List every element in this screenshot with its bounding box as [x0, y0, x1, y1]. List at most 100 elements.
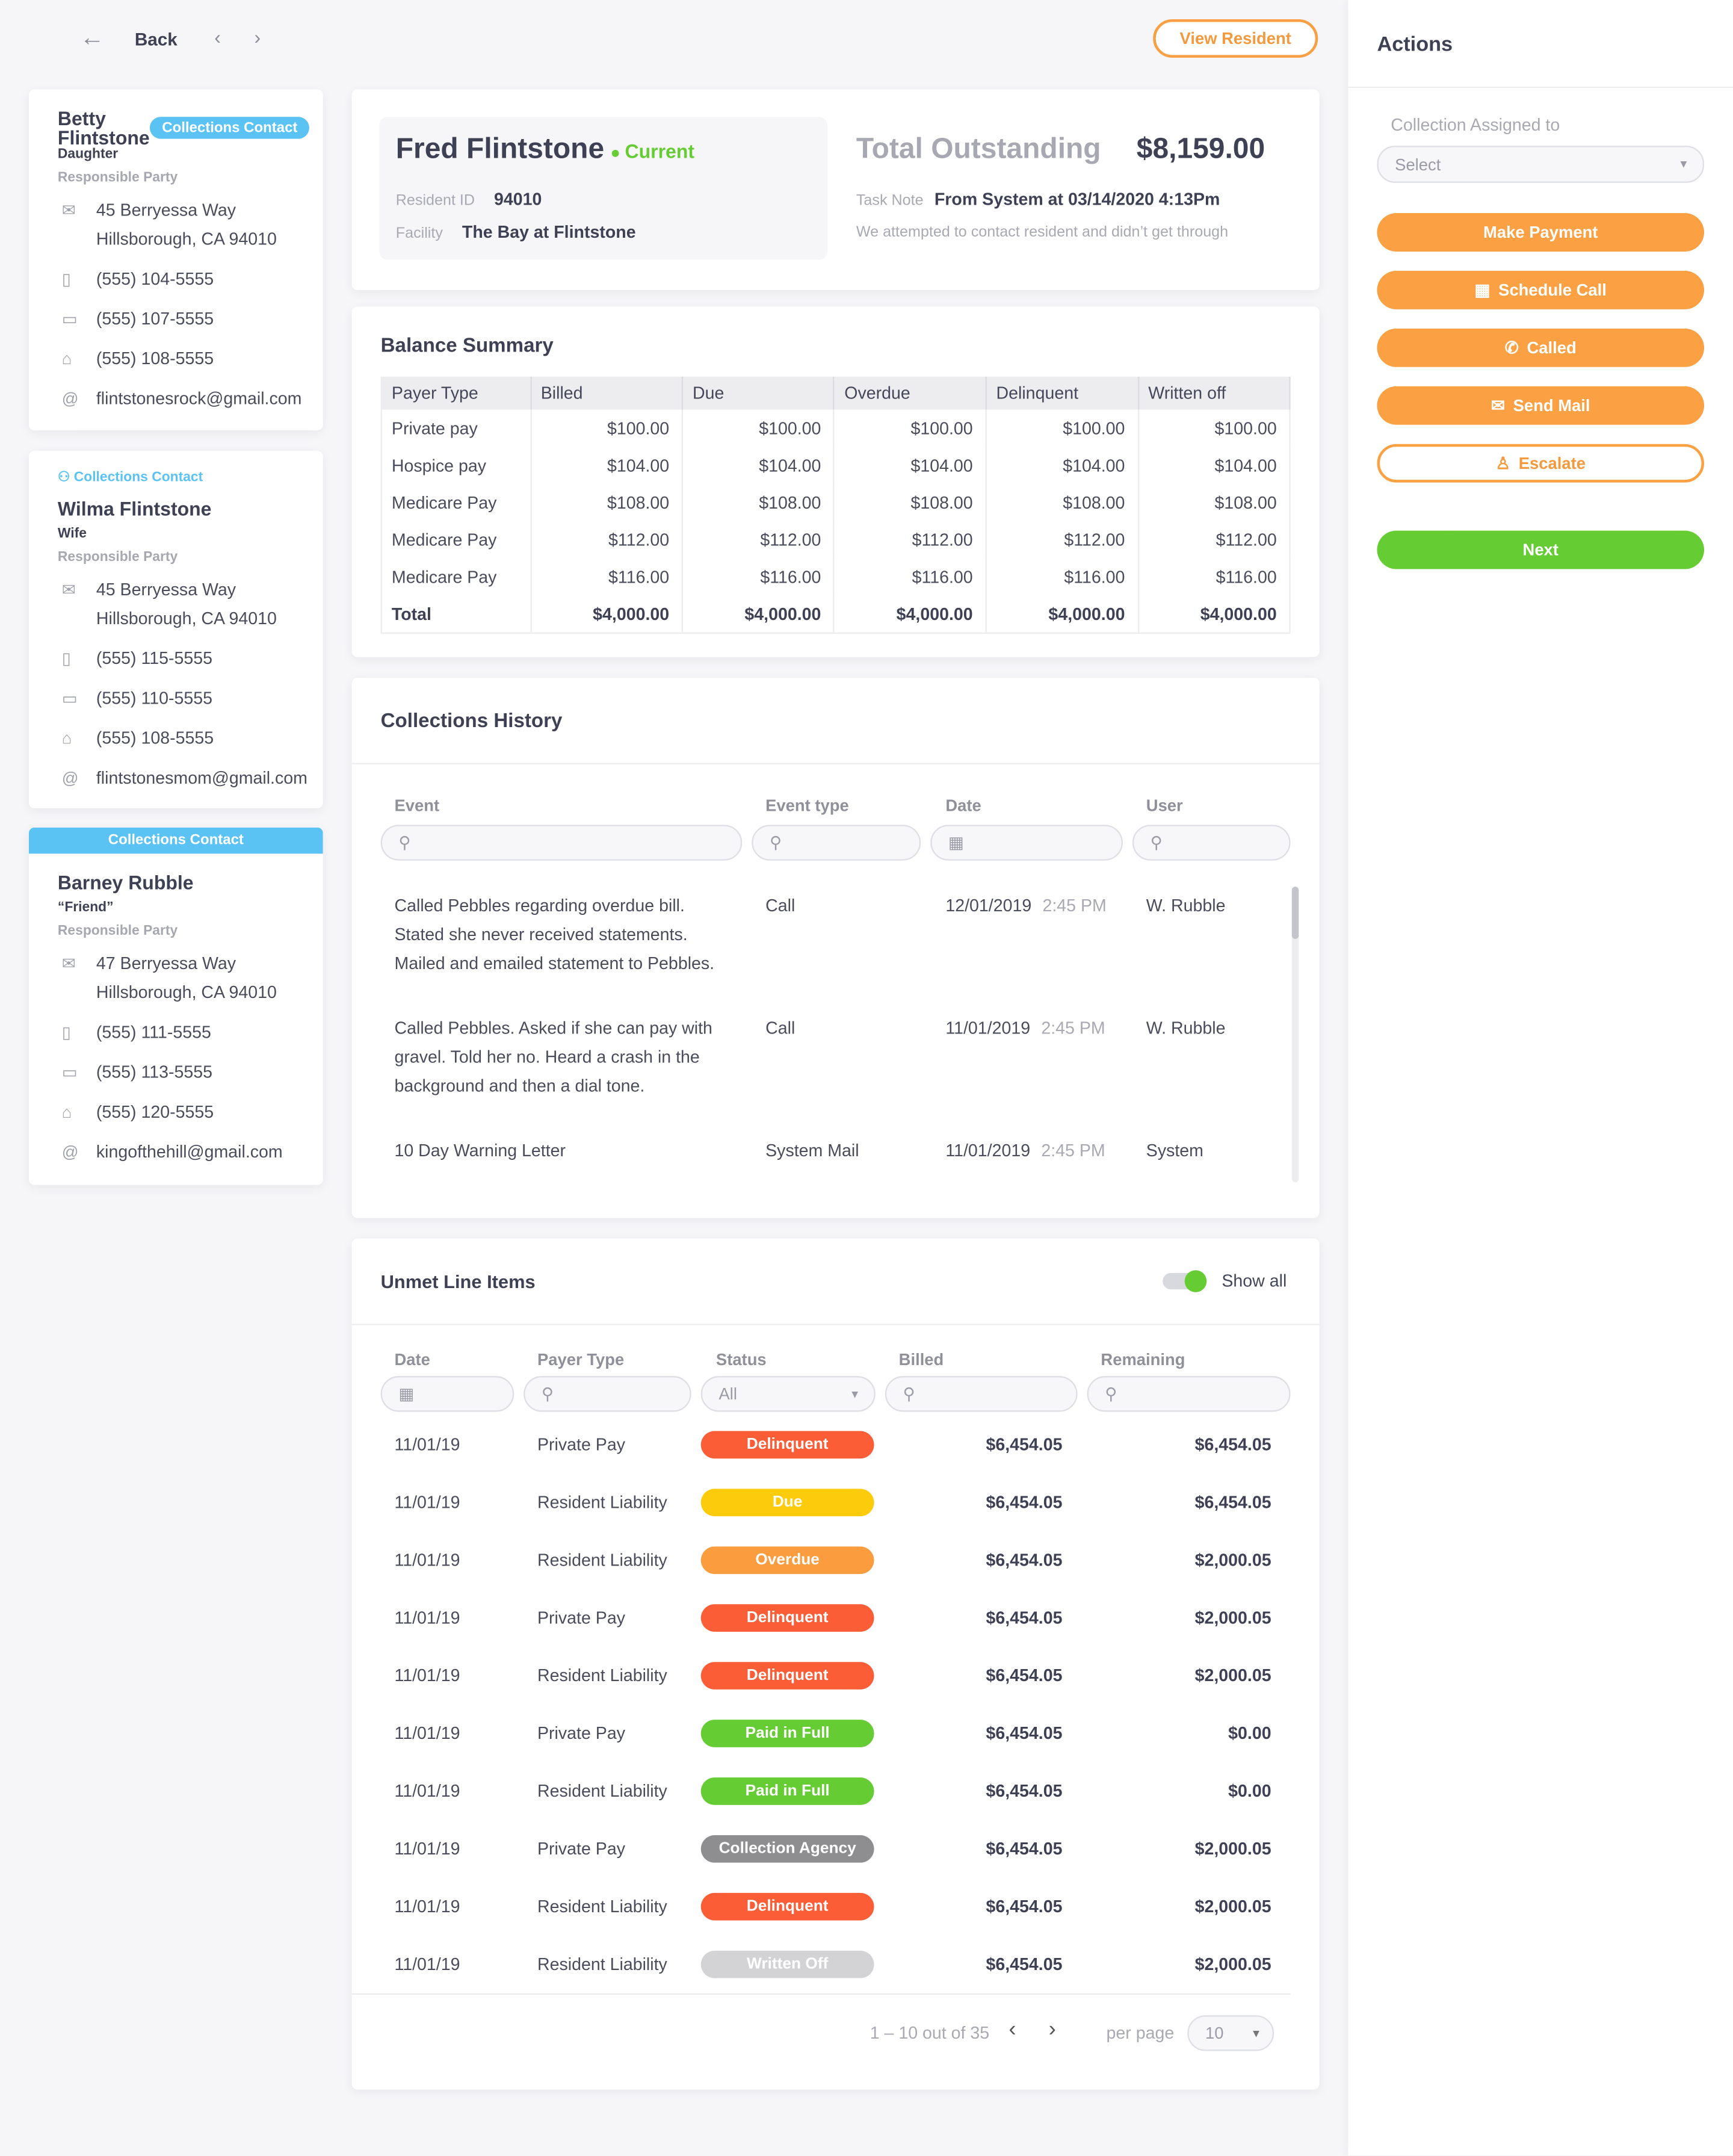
row-date: 11/01/19 [394, 1897, 460, 1916]
row-billed: $6,454.05 [986, 1493, 1063, 1513]
table-cell: $104.00 [530, 447, 683, 484]
next-button[interactable]: Next [1377, 530, 1705, 569]
resident-status: Current [625, 140, 695, 163]
table-cell: $108.00 [682, 483, 835, 521]
status-badge: Delinquent [700, 1892, 874, 1921]
history-date-value: 12/01/2019 [945, 896, 1032, 916]
table-cell: $100.00 [682, 409, 835, 447]
table-row[interactable]: 11/01/19 Resident Liability Delinquent $6,4… [394, 1647, 1288, 1705]
table-cell: $104.00 [682, 447, 835, 484]
table-row[interactable]: 11/01/19 Resident Liability Overdue $6,454.… [394, 1531, 1288, 1589]
mail-icon: ✉ [1491, 395, 1505, 415]
mobile-phone[interactable]: (555) 111-5555 [96, 1023, 211, 1042]
task-note-label: Task Note [856, 192, 924, 209]
status-dot-icon: ● [610, 143, 625, 163]
col-date: Date [394, 1349, 430, 1369]
status-filter-select[interactable]: All ▼ [700, 1376, 876, 1412]
table-row[interactable]: 11/01/19 Private Pay Delinquent $6,454.05 $2… [394, 1589, 1288, 1647]
billed-search-input[interactable]: ⚲ [885, 1376, 1078, 1412]
search-icon: ⚲ [1150, 833, 1163, 853]
table-row: Private pay $100.00 $100.00 $100.00 $100.00 $… [382, 409, 1291, 447]
per-page-label: per page [1106, 2023, 1175, 2043]
next-page-chevron-icon[interactable]: › [1048, 2018, 1056, 2042]
work-phone[interactable]: (555) 110-5555 [96, 689, 213, 708]
home-phone[interactable]: (555) 108-5555 [96, 349, 214, 369]
address-line-1: 45 Berryessa Way [96, 200, 236, 220]
mobile-phone[interactable]: (555) 104-5555 [96, 269, 214, 289]
history-scrollbar[interactable] [1291, 887, 1299, 1183]
mobile-phone[interactable]: (555) 115-5555 [96, 649, 213, 668]
total-outstanding-amount: $8,159.00 [1136, 133, 1265, 166]
date-filter-input[interactable]: ▦ [380, 1376, 514, 1412]
table-row[interactable]: 11/01/19 Resident Liability Paid in Full $6… [394, 1762, 1288, 1820]
row-payer-type: Private Pay [537, 1839, 625, 1859]
contact-name: Wilma Flintstone [57, 497, 212, 520]
table-cell: $112.00 [986, 521, 1139, 559]
collections-history-title: Collections History [380, 710, 563, 733]
collections-history-card: Collections History Event Event type Dat… [351, 677, 1320, 1218]
home-phone[interactable]: (555) 108-5555 [96, 728, 214, 748]
send-mail-button[interactable]: ✉ Send Mail [1377, 386, 1705, 425]
table-row[interactable]: 11/01/19 Resident Liability Written Off $6,… [394, 1936, 1288, 1993]
calendar-icon: ▦ [398, 1384, 415, 1404]
address-line-2: Hillsborough, CA 94010 [96, 982, 277, 1002]
prev-page-chevron-icon[interactable]: ‹ [1009, 2018, 1016, 2042]
email[interactable]: flintstonesrock@gmail.com [96, 389, 302, 409]
contact-first-name: Betty [57, 107, 106, 129]
make-payment-button[interactable]: Make Payment [1377, 213, 1705, 252]
assigned-select[interactable]: Select ▼ [1377, 146, 1705, 183]
show-all-label: Show all [1222, 1271, 1287, 1291]
row-remaining: $2,000.05 [1194, 1550, 1271, 1570]
table-row[interactable]: 11/01/19 Resident Liability Due $6,454.05 $6… [394, 1473, 1288, 1531]
col-remaining: Remaining [1101, 1349, 1185, 1369]
row-billed: $6,454.05 [986, 1781, 1063, 1801]
unmet-line-items-card: Unmet Line Items Show all Date Payer Typ… [351, 1238, 1320, 2090]
home-phone[interactable]: (555) 120-5555 [96, 1102, 214, 1122]
balance-summary-title: Balance Summary [380, 335, 554, 358]
total-cell: $4,000.00 [530, 595, 683, 633]
per-page-select[interactable]: 10 ▼ [1187, 2015, 1274, 2051]
history-time: 2:45 PM [1041, 1141, 1105, 1160]
table-row[interactable]: 11/01/19 Resident Liability Delinquent $6,4… [394, 1878, 1288, 1936]
called-button[interactable]: ✆ Called [1377, 328, 1705, 367]
work-phone[interactable]: (555) 113-5555 [96, 1062, 213, 1082]
table-cell: $108.00 [986, 483, 1139, 521]
total-row: Total $4,000.00 $4,000.00 $4,000.00 $4,000.0… [382, 595, 1291, 633]
date-filter-input[interactable]: ▦ [930, 825, 1123, 861]
row-date: 11/01/19 [394, 1550, 460, 1570]
at-icon: @ [61, 768, 79, 788]
table-cell: $104.00 [834, 447, 987, 484]
event-type-search-input[interactable]: ⚲ [752, 825, 921, 861]
collections-contact-badge: Collections Contact [149, 117, 310, 139]
work-phone[interactable]: (555) 107-5555 [96, 309, 214, 329]
contact-name: Barney Rubble [57, 871, 194, 894]
home-icon: ⌂ [61, 728, 72, 748]
user-search-input[interactable]: ⚲ [1132, 825, 1291, 861]
show-all-toggle[interactable] [1163, 1270, 1207, 1292]
row-payer-type: Resident Liability [537, 1781, 667, 1801]
user-icon: ♙ [1495, 453, 1511, 473]
payer-type-search-input[interactable]: ⚲ [524, 1376, 691, 1412]
col-event-type: Event type [765, 796, 849, 816]
email[interactable]: flintstonesmom@gmail.com [96, 768, 307, 788]
event-search-input[interactable]: ⚲ [380, 825, 743, 861]
history-date: 12/01/2019 2:45 PM [945, 892, 1107, 921]
back-arrow-icon[interactable]: ← [79, 23, 105, 51]
next-chevron-icon[interactable]: › [254, 26, 261, 48]
row-payer-type: Resident Liability [537, 1897, 667, 1916]
back-link[interactable]: Back [134, 28, 178, 50]
table-row[interactable]: 11/01/19 Private Pay Delinquent $6,454.05 $6… [394, 1416, 1288, 1473]
email[interactable]: kingofthehill@gmail.com [96, 1142, 283, 1162]
escalate-button[interactable]: ♙ Escalate [1377, 444, 1705, 483]
view-resident-button[interactable]: View Resident [1153, 19, 1318, 58]
row-remaining: $2,000.05 [1194, 1954, 1271, 1974]
table-row[interactable]: 11/01/19 Private Pay Paid in Full $6,454.05… [394, 1705, 1288, 1762]
remaining-search-input[interactable]: ⚲ [1087, 1376, 1291, 1412]
status-badge: Collection Agency [700, 1835, 874, 1863]
table-row[interactable]: 11/01/19 Private Pay Collection Agency $6,4… [394, 1820, 1288, 1878]
status-filter-value: All [718, 1384, 737, 1404]
make-payment-label: Make Payment [1483, 222, 1598, 242]
prev-chevron-icon[interactable]: ‹ [214, 26, 221, 48]
contact-relation: Wife [57, 526, 87, 542]
schedule-call-button[interactable]: ▦ Schedule Call [1377, 270, 1705, 309]
